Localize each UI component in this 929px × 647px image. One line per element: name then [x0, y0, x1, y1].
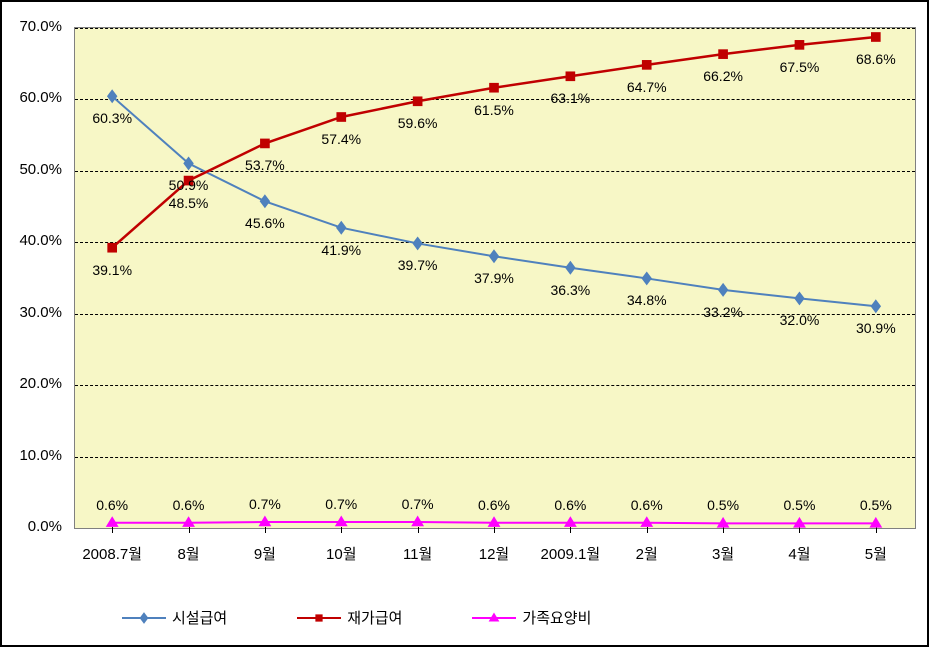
data-label: 60.3% — [92, 110, 132, 126]
data-label: 36.3% — [551, 282, 591, 298]
data-label: 64.7% — [627, 79, 667, 95]
x-tick-label: 4월 — [788, 543, 810, 564]
data-label: 0.6% — [96, 497, 128, 513]
x-tick — [647, 527, 648, 533]
grid-line — [75, 28, 915, 29]
data-label: 68.6% — [856, 51, 896, 67]
data-label: 48.5% — [169, 195, 209, 211]
x-tick-label: 3월 — [712, 543, 734, 564]
x-tick-label: 5월 — [865, 543, 887, 564]
legend-item: 재가급여 — [297, 607, 402, 628]
x-tick-label: 8월 — [177, 543, 199, 564]
y-tick-label: 70.0% — [19, 18, 62, 35]
x-tick — [265, 527, 266, 533]
data-label: 0.6% — [554, 497, 586, 513]
data-label: 0.7% — [249, 496, 281, 512]
chart-container: 시설급여 재가급여 가족요양비 0.0% 10.0% 20.0% 30.0% 40.0% 50… — [0, 0, 929, 647]
legend-marker — [297, 611, 341, 625]
x-tick — [570, 527, 571, 533]
x-tick-label: 2008.7월 — [82, 543, 142, 564]
data-label: 34.8% — [627, 292, 667, 308]
legend-marker — [122, 611, 166, 625]
x-tick-label: 10월 — [326, 543, 357, 564]
x-tick-label: 2월 — [636, 543, 658, 564]
y-tick-label: 30.0% — [19, 304, 62, 321]
data-label: 59.6% — [398, 115, 438, 131]
data-label: 63.1% — [551, 90, 591, 106]
data-label: 0.7% — [402, 496, 434, 512]
grid-line — [75, 385, 915, 386]
x-tick-label: 9월 — [254, 543, 276, 564]
x-tick — [112, 527, 113, 533]
data-label: 39.7% — [398, 257, 438, 273]
grid-line — [75, 171, 915, 172]
data-label: 61.5% — [474, 102, 514, 118]
y-tick-label: 40.0% — [19, 232, 62, 249]
x-tick — [189, 527, 190, 533]
data-label: 0.7% — [325, 496, 357, 512]
data-label: 0.6% — [478, 497, 510, 513]
data-label: 67.5% — [780, 59, 820, 75]
data-label: 41.9% — [321, 242, 361, 258]
legend-label: 시설급여 — [172, 607, 227, 628]
data-label: 30.9% — [856, 320, 896, 336]
data-label: 50.9% — [169, 177, 209, 193]
legend: 시설급여 재가급여 가족요양비 — [122, 607, 591, 628]
data-label: 32.0% — [780, 312, 820, 328]
data-label: 39.1% — [92, 262, 132, 278]
x-tick — [341, 527, 342, 533]
x-tick-label: 12월 — [479, 543, 510, 564]
data-label: 0.5% — [860, 497, 892, 513]
y-tick-label: 60.0% — [19, 89, 62, 106]
y-tick-label: 20.0% — [19, 375, 62, 392]
legend-label: 가족요양비 — [522, 607, 591, 628]
data-label: 45.6% — [245, 215, 285, 231]
legend-marker — [472, 611, 516, 625]
data-label: 66.2% — [703, 68, 743, 84]
data-label: 53.7% — [245, 157, 285, 173]
grid-line — [75, 242, 915, 243]
x-tick — [723, 527, 724, 533]
x-tick — [799, 527, 800, 533]
x-tick — [418, 527, 419, 533]
grid-line — [75, 99, 915, 100]
data-label: 0.6% — [631, 497, 663, 513]
legend-label: 재가급여 — [347, 607, 402, 628]
x-tick — [494, 527, 495, 533]
data-label: 0.6% — [173, 497, 205, 513]
data-label: 37.9% — [474, 270, 514, 286]
y-tick-label: 10.0% — [19, 447, 62, 464]
x-tick — [876, 527, 877, 533]
legend-item: 가족요양비 — [472, 607, 591, 628]
data-label: 0.5% — [783, 497, 815, 513]
x-tick-label: 2009.1월 — [541, 543, 601, 564]
x-tick-label: 11월 — [403, 543, 432, 564]
y-tick-label: 50.0% — [19, 161, 62, 178]
y-tick-label: 0.0% — [28, 518, 62, 535]
data-label: 57.4% — [321, 131, 361, 147]
data-label: 33.2% — [703, 304, 743, 320]
legend-item: 시설급여 — [122, 607, 227, 628]
data-label: 0.5% — [707, 497, 739, 513]
grid-line — [75, 457, 915, 458]
